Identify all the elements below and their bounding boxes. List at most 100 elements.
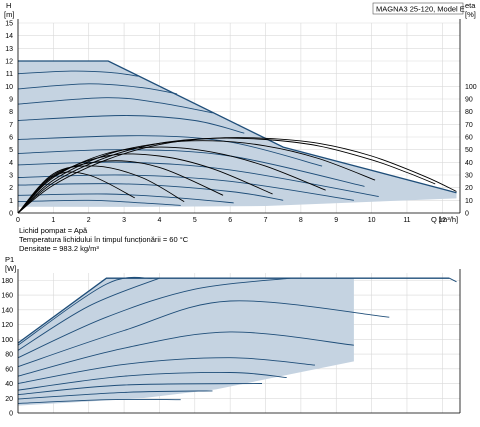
power-tick-label: 140	[1, 307, 13, 314]
power-operating-area-fill	[18, 278, 354, 406]
power-curve	[17, 277, 160, 351]
flow-tick-label: 6	[228, 217, 232, 224]
flow-tick-label: 8	[299, 217, 303, 224]
power-tick-label: 120	[1, 322, 13, 329]
power-tick-label: 20	[5, 396, 13, 403]
flow-tick-label: 11	[403, 217, 410, 224]
head-curve	[17, 183, 284, 201]
head-tick-label: 6	[9, 135, 13, 142]
eta-tick-label: 50	[465, 147, 473, 154]
flow-tick-label: 3	[122, 217, 126, 224]
power-tick-label: 40	[5, 381, 13, 388]
max-power-line	[17, 277, 450, 344]
efficiency-curve	[17, 146, 326, 214]
flow-tick-label: 5	[193, 217, 197, 224]
eta-tick-label: 40	[465, 160, 473, 167]
power-curves	[17, 276, 457, 404]
head-curve	[17, 115, 245, 134]
head-tick-label: 9	[9, 97, 13, 104]
max-head-curve	[18, 60, 457, 194]
head-axis-ticks: 0123456789101112131415010203040506070809…	[5, 21, 477, 225]
head-operating-area-fill	[18, 61, 457, 207]
power-panel-frame	[17, 269, 461, 414]
efficiency-curves	[17, 137, 457, 214]
flow-tick-label: 7	[264, 217, 268, 224]
power-curve	[17, 277, 291, 359]
head-curve	[17, 149, 365, 187]
power-operating-area	[18, 278, 354, 406]
head-tick-label: 4	[9, 160, 13, 167]
efficiency-curve	[17, 140, 376, 214]
head-tick-label: 12	[5, 59, 13, 66]
head-tick-label: 14	[5, 33, 13, 40]
model-label-box	[372, 2, 464, 15]
flow-tick-label: 0	[16, 217, 20, 224]
power-curve	[17, 398, 181, 404]
power-tick-label: 100	[1, 337, 13, 344]
power-curve	[17, 390, 213, 400]
head-tick-label: 15	[5, 21, 13, 28]
power-tick-label: 160	[1, 293, 13, 300]
power-tick-label: 80	[5, 352, 13, 359]
eta-tick-label: 0	[465, 211, 469, 218]
head-curve	[17, 193, 234, 204]
head-curve	[17, 174, 354, 201]
head-tick-label: 13	[5, 46, 13, 53]
eta-tick-label: 80	[465, 109, 473, 116]
eta-tick-label: 90	[465, 97, 473, 104]
power-tick-label: 0	[9, 411, 13, 418]
eta-tick-label: 70	[465, 122, 473, 129]
head-tick-label: 1	[9, 198, 13, 205]
flow-tick-label: 10	[368, 217, 376, 224]
eta-axis-unit: [%]	[465, 10, 476, 19]
head-tick-label: 7	[9, 122, 13, 129]
max-power-line-tail	[449, 277, 457, 283]
flow-tick-label: 12	[438, 217, 446, 224]
eta-tick-label: 10	[465, 198, 473, 205]
flow-tick-label: 2	[87, 217, 91, 224]
power-curve	[17, 331, 354, 377]
power-curve	[17, 357, 316, 384]
head-curve	[17, 135, 323, 167]
eta-tick-label: 100	[465, 84, 477, 91]
info-temperature: Temperatura lichidului în timpul funcțio…	[19, 235, 189, 244]
head-curve	[17, 83, 178, 95]
power-axis-ticks: 0 20 40 60 80 100 120 140 160 180	[1, 278, 13, 418]
flow-axis-title: Q [m³/h]	[431, 215, 458, 224]
efficiency-curve	[17, 171, 135, 214]
head-operating-area	[18, 61, 457, 207]
head-curve	[17, 199, 181, 206]
info-liquid: Lichid pompat = Apă	[19, 226, 88, 235]
power-curve	[17, 383, 263, 396]
model-label: MAGNA3 25-120, Model E	[376, 5, 465, 14]
head-tick-label: 0	[9, 211, 13, 218]
efficiency-curve	[17, 137, 457, 214]
efficiency-curve	[17, 165, 185, 214]
power-axis-title: P1	[5, 255, 14, 264]
head-tick-label: 2	[9, 185, 13, 192]
power-axis-unit: [W]	[5, 264, 16, 273]
power-curve	[17, 300, 390, 368]
eta-axis-title: eta	[465, 1, 476, 10]
efficiency-curve	[17, 137, 436, 214]
head-curve	[17, 70, 139, 77]
flow-tick-label: 4	[157, 217, 161, 224]
eta-tick-label: 60	[465, 135, 473, 142]
head-tick-label: 10	[5, 84, 13, 91]
eta-tick-label: 20	[465, 185, 473, 192]
eta-tick-label: 30	[465, 173, 473, 180]
head-axis-unit: [m]	[4, 10, 14, 19]
head-tick-label: 8	[9, 109, 13, 116]
head-panel-frame	[17, 19, 461, 214]
flow-tick-label: 9	[334, 217, 338, 224]
head-curve	[17, 161, 379, 197]
head-curves	[17, 60, 457, 206]
power-curve	[17, 372, 287, 391]
power-tick-label: 60	[5, 366, 13, 373]
head-axis-title: H	[6, 1, 11, 10]
info-density: Densitate = 983.2 kg/m³	[19, 244, 99, 253]
head-curve	[17, 97, 213, 114]
head-tick-label: 11	[6, 71, 13, 78]
